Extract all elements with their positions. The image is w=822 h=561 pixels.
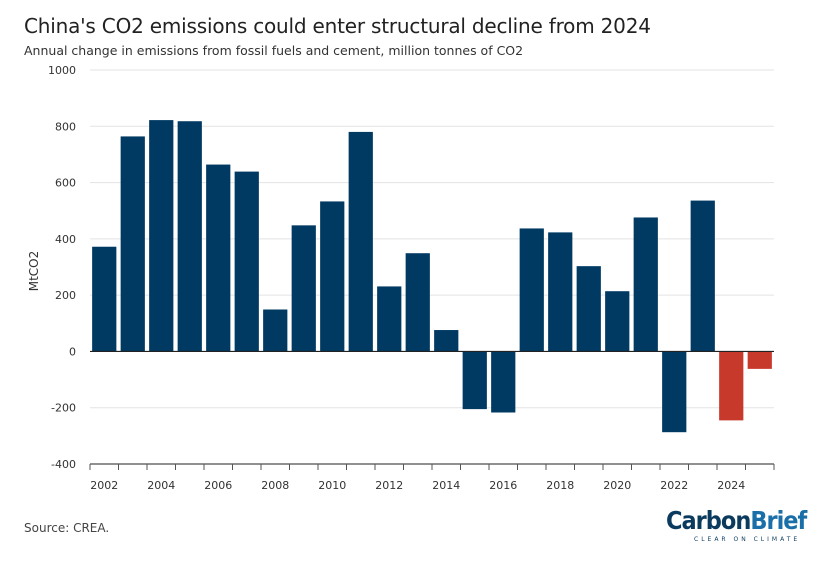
x-tick-label: 2002 [90,479,118,492]
source-note: Source: CREA. [24,521,110,535]
bar-2002 [92,246,117,352]
y-tick-label: 400 [55,233,76,246]
bar-2020 [605,291,630,352]
y-axis-label: MtCO2 [27,251,41,292]
bar-2022 [662,351,687,433]
bars [92,120,772,433]
bar-2012 [377,286,402,352]
x-tick-label: 2008 [261,479,289,492]
bar-2005 [177,121,202,352]
x-axis-ticks: 2002 2004 2006 2008 2010 2012 2014 2016 2018 2020… [89,464,775,492]
x-tick-label: 2006 [204,479,232,492]
bar-2017 [519,228,544,352]
chart-subtitle: Annual change in emissions from fossil f… [24,43,524,58]
bar-2014 [434,330,459,352]
x-tick-label: 2020 [603,479,631,492]
y-tick-label: 1000 [48,64,76,77]
x-tick-label: 2018 [546,479,574,492]
bar-2015 [462,351,487,410]
y-tick-label: 200 [55,289,76,302]
bar-2013 [405,253,430,352]
bar-2010 [320,201,345,352]
x-tick-label: 2012 [375,479,403,492]
bar-2023 [690,200,715,352]
y-tick-label: 0 [69,345,76,358]
bar-2011 [348,131,373,352]
logo-carbon: Carbon [666,506,751,535]
bar-2008 [263,309,288,352]
carbonbrief-logo: CarbonBrief CLEAR ON CLIMATE [666,506,807,547]
bar-2009 [291,225,316,352]
bar-2025 [747,351,772,369]
y-tick-label: 600 [55,177,76,190]
chart-title: China's CO2 emissions could enter struct… [24,14,651,38]
x-tick-label: 2010 [318,479,346,492]
logo-tagline: CLEAR ON CLIMATE [694,536,801,543]
bar-2007 [234,171,259,352]
bar-2003 [120,136,145,352]
y-axis-ticks: 1000 800 600 400 200 0 -200 -400 [48,64,76,471]
y-tick-label: 800 [55,120,76,133]
bar-2016 [491,351,516,413]
x-tick-label: 2024 [717,479,745,492]
x-tick-label: 2022 [660,479,688,492]
logo-brief: Brief [750,506,807,535]
bar-2006 [206,164,231,352]
bar-2018 [548,232,573,352]
x-tick-label: 2014 [432,479,460,492]
bar-2021 [633,217,658,352]
bar-2004 [149,120,174,352]
y-tick-label: -200 [51,402,76,415]
y-tick-label: -400 [51,458,76,471]
x-tick-label: 2016 [489,479,517,492]
bar-2019 [576,266,601,352]
x-tick-label: 2004 [147,479,175,492]
bar-2024 [719,351,744,421]
